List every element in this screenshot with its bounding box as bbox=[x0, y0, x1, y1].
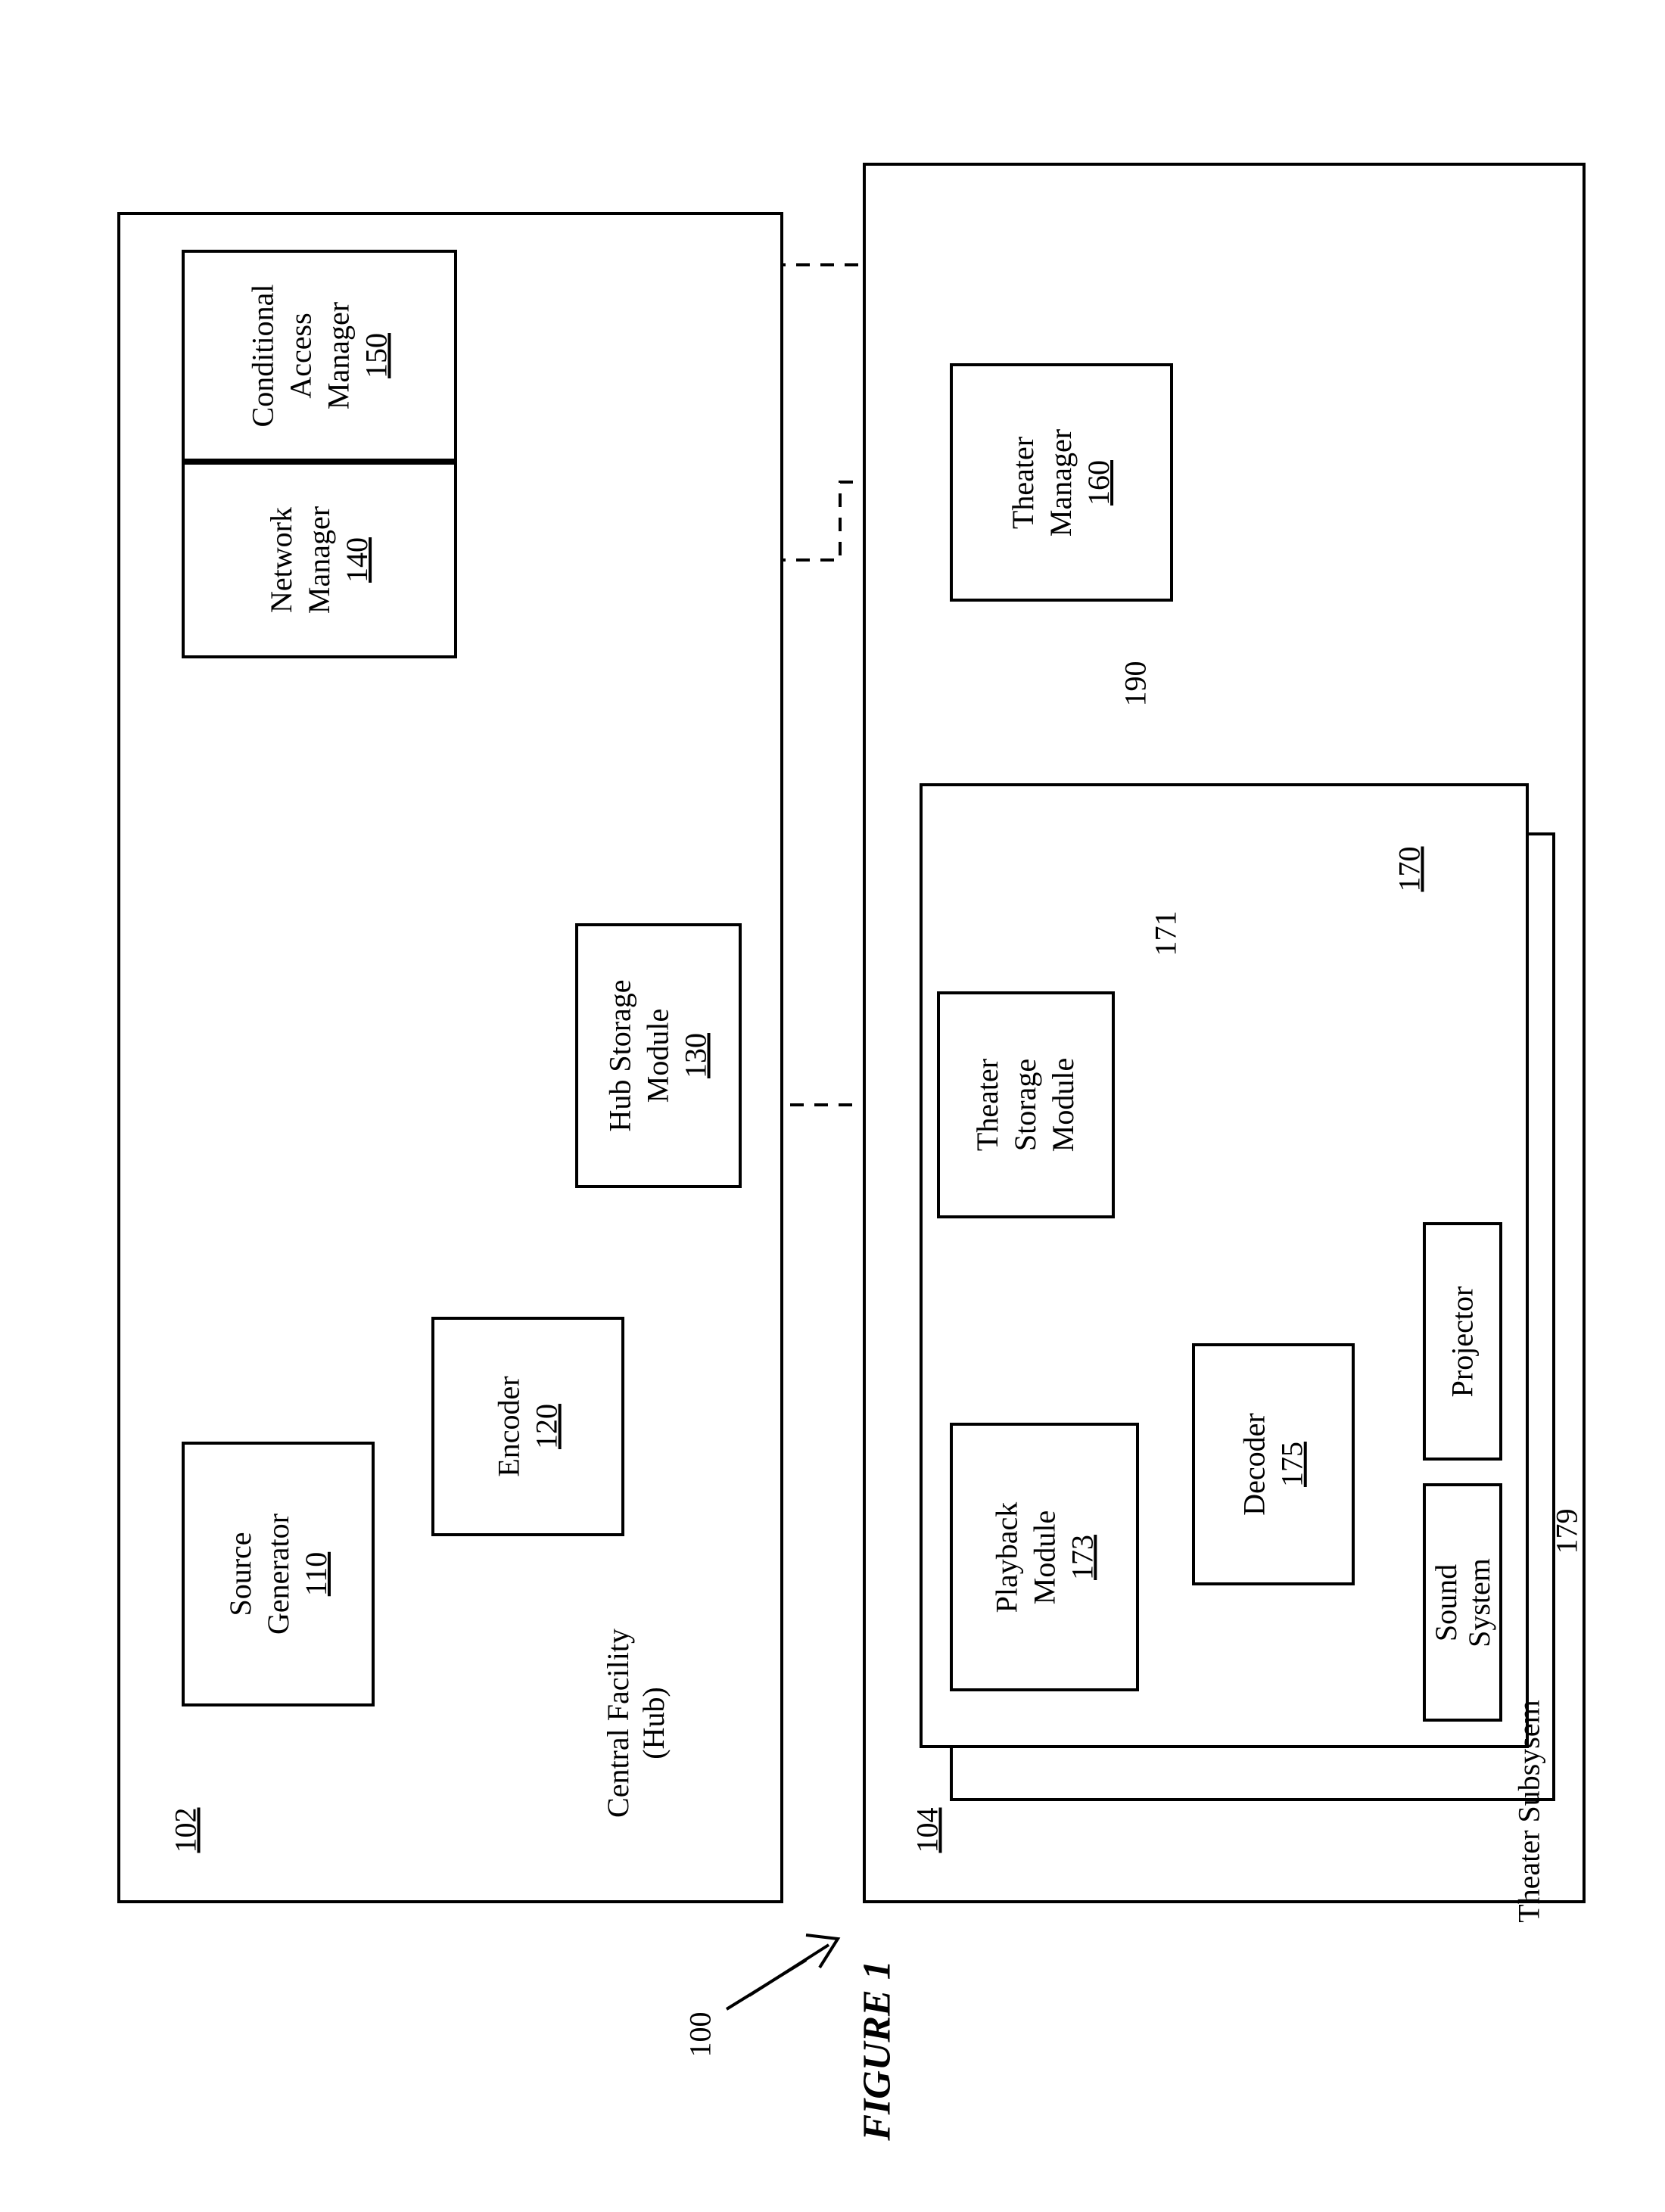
sound-system: Sound System bbox=[1423, 1483, 1502, 1722]
figure-canvas: Conditional Access Manager 150 Network M… bbox=[0, 0, 1665, 2212]
hub-num: 102 bbox=[168, 1808, 204, 1853]
src-label-2: Generator bbox=[261, 1514, 295, 1635]
auditorium-num: 170 bbox=[1392, 847, 1427, 892]
ss-label-2: System bbox=[1462, 1558, 1496, 1647]
tm-num: 160 bbox=[1082, 460, 1116, 506]
nm-num: 140 bbox=[340, 537, 374, 583]
dec-label: Decoder bbox=[1237, 1413, 1271, 1515]
decoder: Decoder 175 bbox=[1192, 1343, 1355, 1585]
ref-179: 179 bbox=[1549, 1509, 1585, 1554]
ref-100-arrow bbox=[727, 1935, 838, 2009]
hsm-num: 130 bbox=[679, 1033, 713, 1078]
cam-label-2: Access bbox=[283, 313, 317, 398]
theater-num: 104 bbox=[910, 1808, 945, 1853]
projector: Projector bbox=[1423, 1222, 1502, 1461]
nm-label-1: Network bbox=[264, 507, 298, 613]
enc-num: 120 bbox=[529, 1404, 563, 1449]
hsm-label-2: Module bbox=[641, 1009, 675, 1103]
theater-storage-module: Theater Storage Module bbox=[937, 991, 1115, 1218]
hub-label: Central Facility (Hub) bbox=[600, 1625, 671, 1822]
dec-num: 175 bbox=[1275, 1442, 1309, 1487]
pb-label-2: Module bbox=[1027, 1510, 1061, 1604]
hsm-label-1: Hub Storage bbox=[603, 979, 637, 1131]
ref-190: 190 bbox=[1118, 661, 1153, 707]
cam-label-1: Conditional bbox=[245, 285, 279, 428]
encoder: Encoder 120 bbox=[431, 1317, 624, 1536]
tm-label-2: Manager bbox=[1044, 428, 1078, 536]
tsm-label-1: Theater bbox=[971, 1059, 1005, 1151]
ref-171: 171 bbox=[1148, 911, 1184, 957]
network-manager: Network Manager 140 bbox=[182, 462, 457, 658]
cam-num: 150 bbox=[359, 333, 393, 378]
figure-title: FIGURE 1 bbox=[855, 1960, 900, 2140]
tsm-label-3: Module bbox=[1047, 1058, 1081, 1152]
hub-storage-module: Hub Storage Module 130 bbox=[575, 923, 742, 1188]
nm-label-2: Manager bbox=[302, 506, 336, 614]
ss-label-1: Sound bbox=[1429, 1563, 1463, 1641]
enc-label: Encoder bbox=[491, 1376, 525, 1476]
theater-label: Theater Subsysem bbox=[1511, 1687, 1547, 1937]
conditional-access-manager: Conditional Access Manager 150 bbox=[182, 250, 457, 462]
pb-label-1: Playback bbox=[989, 1501, 1023, 1613]
src-num: 110 bbox=[299, 1552, 333, 1597]
ref-100: 100 bbox=[683, 2012, 718, 2058]
src-label-1: Source bbox=[223, 1532, 257, 1616]
playback-module: Playback Module 173 bbox=[950, 1423, 1139, 1691]
tm-label-1: Theater bbox=[1007, 436, 1041, 528]
pb-num: 173 bbox=[1065, 1535, 1099, 1580]
source-generator: Source Generator 110 bbox=[182, 1442, 375, 1706]
cam-label-3: Manager bbox=[321, 302, 355, 409]
tsm-label-2: Storage bbox=[1009, 1059, 1043, 1151]
hub-label-line2: (Hub) bbox=[636, 1687, 671, 1759]
hub-label-line1: Central Facility bbox=[601, 1629, 635, 1818]
theater-manager: Theater Manager 160 bbox=[950, 363, 1173, 602]
proj-label: Projector bbox=[1446, 1286, 1480, 1397]
